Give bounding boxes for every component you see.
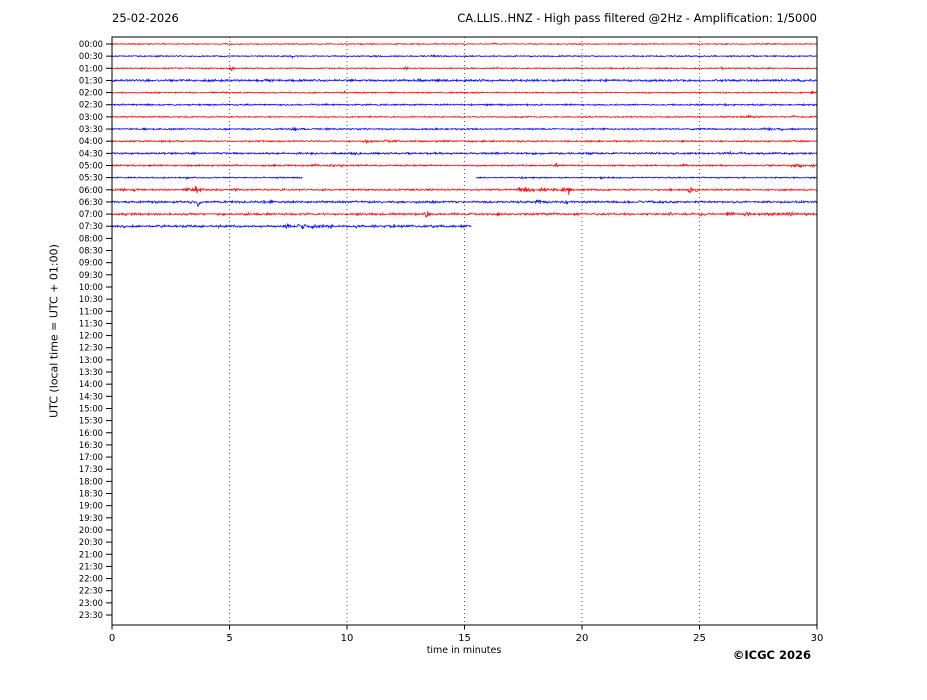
y-tick-label-05-30: 05:30 [79,173,103,183]
y-tick-label-13-30: 13:30 [79,367,103,377]
y-tick-label-23-00: 23:00 [79,598,103,608]
y-tick-label-01-30: 01:30 [79,75,103,85]
trace-row-03-30 [111,126,818,132]
y-tick-label-18-00: 18:00 [79,476,103,486]
y-tick-label-22-30: 22:30 [79,586,103,596]
y-tick-label-02-30: 02:30 [79,100,103,110]
y-tick-label-04-00: 04:00 [79,136,103,146]
y-tick-label-07-30: 07:30 [79,221,103,231]
y-tick-label-15-30: 15:30 [79,416,103,426]
trace-row-04-30 [111,150,818,156]
y-tick-label-23-30: 23:30 [79,610,103,620]
y-tick-label-22-00: 22:00 [79,574,103,584]
trace-row-05-30 [111,176,303,181]
trace-row-06-30 [111,199,818,207]
trace-row-03-00 [111,113,818,119]
x-tick-label-15: 15 [458,633,471,644]
trace-row-01-30 [111,77,818,83]
trace-row-04-00 [111,138,818,145]
trace-row-06-00 [111,185,818,196]
trace-row-00-00 [111,42,818,46]
y-tick-label-15-00: 15:00 [79,403,103,413]
y-tick-label-14-30: 14:30 [79,391,103,401]
x-tick-label-5: 5 [226,633,232,644]
y-tick-label-12-00: 12:00 [79,331,103,341]
y-tick-label-05-00: 05:00 [79,160,103,170]
x-tick-label-20: 20 [576,633,589,644]
trace-row-05-00 [111,162,818,168]
y-tick-label-19-30: 19:30 [79,513,103,523]
y-tick-label-18-30: 18:30 [79,489,103,499]
trace-row-07-30 [111,223,472,230]
y-tick-label-00-00: 00:00 [79,39,103,49]
x-tick-label-25: 25 [693,633,706,644]
y-tick-label-01-00: 01:00 [79,63,103,73]
y-tick-label-02-00: 02:00 [79,88,103,98]
trace-row-05-30-seg1 [475,175,818,180]
y-tick-label-13-00: 13:00 [79,355,103,365]
y-tick-label-09-00: 09:00 [79,258,103,268]
y-tick-label-21-30: 21:30 [79,561,103,571]
y-tick-label-00-30: 00:30 [79,51,103,61]
y-tick-label-16-30: 16:30 [79,440,103,450]
y-tick-label-04-30: 04:30 [79,148,103,158]
y-tick-label-10-30: 10:30 [79,294,103,304]
y-tick-label-19-00: 19:00 [79,501,103,511]
trace-row-02-00 [111,90,818,95]
trace-row-07-00 [111,210,818,219]
y-tick-label-08-30: 08:30 [79,246,103,256]
y-tick-label-20-00: 20:00 [79,525,103,535]
y-tick-label-17-30: 17:30 [79,464,103,474]
x-tick-label-30: 30 [811,633,824,644]
y-tick-label-11-30: 11:30 [79,318,103,328]
x-tick-label-10: 10 [341,633,354,644]
x-axis-label: time in minutes [426,645,502,656]
y-tick-label-21-00: 21:00 [79,549,103,559]
y-tick-label-14-00: 14:00 [79,379,103,389]
y-tick-label-10-00: 10:00 [79,282,103,292]
y-tick-label-11-00: 11:00 [79,306,103,316]
trace-row-02-30 [111,102,818,107]
y-tick-label-06-00: 06:00 [79,185,103,195]
plot-date-label: 25-02-2026 [112,11,179,25]
y-tick-label-17-00: 17:00 [79,452,103,462]
x-tick-label-0: 0 [109,633,115,644]
y-tick-label-03-00: 03:00 [79,112,103,122]
y-tick-label-06-30: 06:30 [79,197,103,207]
y-tick-label-09-30: 09:30 [79,270,103,280]
trace-row-01-00 [111,65,818,72]
y-tick-label-03-30: 03:30 [79,124,103,134]
plot-title: CA.LLIS..HNZ - High pass filtered @2Hz -… [457,11,817,25]
y-tick-label-12-30: 12:30 [79,343,103,353]
y-tick-label-08-00: 08:00 [79,233,103,243]
y-tick-label-07-00: 07:00 [79,209,103,219]
trace-row-00-30 [111,54,818,60]
y-tick-label-16-00: 16:00 [79,428,103,438]
y-tick-label-20-30: 20:30 [79,537,103,547]
copyright-label: ©ICGC 2026 [732,648,811,662]
